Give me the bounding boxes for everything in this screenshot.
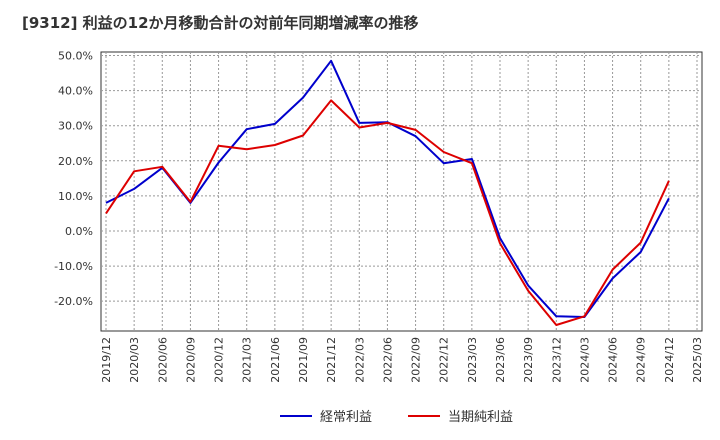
x-tick-label: 2024/03 bbox=[578, 337, 591, 383]
x-tick-label: 2024/12 bbox=[663, 337, 676, 383]
x-tick-label: 2022/03 bbox=[353, 337, 366, 383]
y-tick-label: 0.0% bbox=[65, 225, 93, 238]
x-tick-label: 2023/03 bbox=[466, 337, 479, 383]
x-tick-label: 2023/12 bbox=[550, 337, 563, 383]
x-tick-label: 2021/09 bbox=[297, 337, 310, 383]
x-tick-label: 2020/06 bbox=[156, 337, 169, 383]
y-tick-label: 50.0% bbox=[58, 50, 93, 63]
x-tick-label: 2024/09 bbox=[635, 337, 648, 383]
y-tick-label: -20.0% bbox=[54, 295, 93, 308]
legend-label: 経常利益 bbox=[320, 410, 372, 425]
x-tick-label: 2025/03 bbox=[691, 337, 704, 383]
x-tick-label: 2020/09 bbox=[184, 337, 197, 383]
x-tick-label: 2020/03 bbox=[128, 337, 141, 383]
y-tick-label: -10.0% bbox=[54, 260, 93, 273]
x-tick-label: 2022/06 bbox=[381, 337, 394, 383]
x-tick-label: 2019/12 bbox=[100, 337, 113, 383]
y-tick-label: 10.0% bbox=[58, 190, 93, 203]
legend-label: 当期純利益 bbox=[448, 410, 513, 425]
x-tick-label: 2021/12 bbox=[325, 337, 338, 383]
x-tick-label: 2023/09 bbox=[522, 337, 535, 383]
series-line-net-income bbox=[105, 99, 670, 326]
x-tick-label: 2022/09 bbox=[410, 337, 423, 383]
y-tick-label: 30.0% bbox=[58, 120, 93, 133]
x-tick-label: 2023/06 bbox=[494, 337, 507, 383]
x-tick-label: 2024/06 bbox=[607, 337, 620, 383]
x-tick-label: 2020/12 bbox=[213, 337, 226, 383]
y-tick-label: 20.0% bbox=[58, 155, 93, 168]
x-tick-label: 2022/12 bbox=[438, 337, 451, 383]
x-tick-label: 2021/03 bbox=[241, 337, 254, 383]
x-tick-label: 2021/06 bbox=[269, 337, 282, 383]
chart-title: [9312] 利益の12か月移動合計の対前年同期増減率の推移 bbox=[22, 14, 419, 32]
y-tick-label: 40.0% bbox=[58, 85, 93, 98]
plot-area bbox=[100, 51, 703, 332]
